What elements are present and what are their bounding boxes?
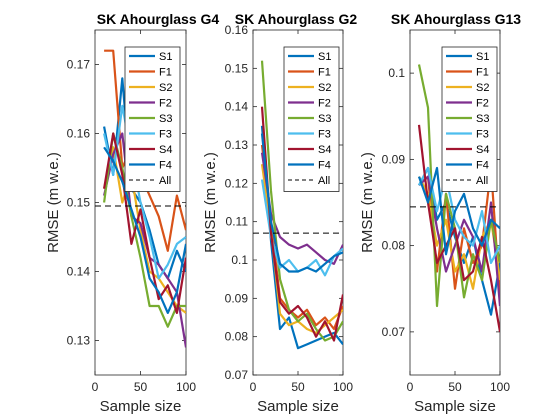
series-lines	[410, 64, 500, 333]
y-tick-label: 0.09	[225, 291, 249, 305]
legend-label: S1	[318, 51, 331, 63]
legend-label: S2	[318, 82, 331, 94]
chart-panel-2: 0.07 0.08 0.09 0.1 0.11 0.12 0.13 0.14 0.15 0.16 0…	[202, 11, 357, 415]
y-tick-label: 0.14	[67, 265, 91, 279]
x-axis-label: Sample size	[257, 398, 339, 415]
y-tick-label: 0.08	[382, 239, 406, 253]
x-tick-label: 100	[333, 380, 353, 394]
chart-panel-1: 0.13 0.14 0.15 0.16 0.17 0 50 100 SK Ahourglass …	[45, 11, 219, 415]
y-tick-label: 0.08	[225, 330, 249, 344]
legend-label: S2	[159, 82, 172, 94]
legend-label: S1	[159, 51, 172, 63]
x-tick-label: 50	[134, 380, 148, 394]
chart-panel-3: 0.07 0.08 0.09 0.1 0 50 100 SK Ahourglass G13 Sa…	[359, 11, 521, 415]
x-tick-label: 100	[490, 380, 510, 394]
legend-label: F3	[159, 129, 172, 141]
x-tick-label: 100	[176, 380, 196, 394]
legend-label: S4	[318, 144, 331, 156]
legend-label: S3	[318, 113, 331, 125]
series-line-s4	[417, 124, 500, 333]
legend: S1 F1 S2 F2 S3 F3 S4 F4 All	[441, 46, 498, 192]
series-line-f3	[103, 104, 186, 280]
x-axis-label: Sample size	[414, 398, 496, 415]
series-line-f4	[260, 133, 343, 273]
legend-label: S2	[476, 82, 489, 94]
y-tick-label: 0.1	[231, 253, 248, 267]
y-tick-label: 0.1	[388, 66, 405, 80]
chart-title: SK Ahourglass G13	[391, 11, 521, 27]
legend-label: F4	[476, 160, 489, 172]
y-tick-label: 0.07	[382, 325, 406, 339]
y-tick-label: 0.17	[67, 58, 91, 72]
legend: S1 F1 S2 F2 S3 F3 S4 F4 All	[124, 46, 181, 192]
legend: S1 F1 S2 F2 S3 F3 S4 F4 All	[283, 46, 340, 192]
x-tick-label: 50	[291, 380, 305, 394]
series-lines	[253, 60, 343, 350]
legend-label: F1	[476, 67, 489, 79]
legend-label: F1	[318, 67, 331, 79]
y-tick-label: 0.13	[67, 334, 91, 348]
series-line-f4	[417, 166, 500, 256]
legend-label: F2	[159, 98, 172, 110]
y-axis-label: RMSE (m w.e.)	[359, 152, 376, 253]
series-line-s4	[260, 106, 343, 342]
chart-title: SK Ahourglass G4	[97, 11, 220, 27]
legend-label: F2	[476, 98, 489, 110]
legend-label: S4	[159, 144, 172, 156]
y-tick-label: 0.15	[67, 196, 91, 210]
legend-label: F1	[159, 67, 172, 79]
series-line-s1	[260, 125, 343, 350]
y-tick-label: 0.09	[382, 152, 406, 166]
y-tick-label: 0.16	[225, 23, 249, 37]
x-tick-label: 0	[92, 380, 99, 394]
y-axis-label: RMSE (m w.e.)	[45, 152, 62, 253]
x-tick-label: 0	[250, 380, 257, 394]
legend-label: All	[476, 175, 488, 187]
series-line-s4	[103, 132, 186, 314]
legend-label: F4	[318, 160, 331, 172]
y-tick-label: 0.07	[225, 368, 249, 382]
y-tick-label: 0.12	[225, 176, 249, 190]
y-tick-label: 0.14	[225, 100, 249, 114]
legend-label: S3	[159, 113, 172, 125]
legend-label: All	[159, 175, 171, 187]
x-tick-label: 0	[407, 380, 414, 394]
chart-title: SK Ahourglass G2	[235, 11, 358, 27]
legend-label: F3	[318, 129, 331, 141]
x-tick-label: 50	[448, 380, 462, 394]
legend-label: All	[318, 175, 330, 187]
legend-label: S1	[476, 51, 489, 63]
x-axis-label: Sample size	[100, 398, 182, 415]
y-tick-label: 0.16	[67, 127, 91, 141]
y-tick-label: 0.13	[225, 138, 249, 152]
series-line-s3	[260, 60, 343, 342]
y-tick-label: 0.11	[226, 215, 249, 229]
legend-label: S3	[476, 113, 489, 125]
y-tick-label: 0.15	[225, 61, 249, 75]
legend-label: S4	[476, 144, 489, 156]
legend-label: F4	[159, 160, 172, 172]
legend-label: F2	[318, 98, 331, 110]
series-line-f4	[103, 146, 186, 314]
y-axis-label: RMSE (m w.e.)	[202, 152, 219, 253]
legend-label: F3	[476, 129, 489, 141]
